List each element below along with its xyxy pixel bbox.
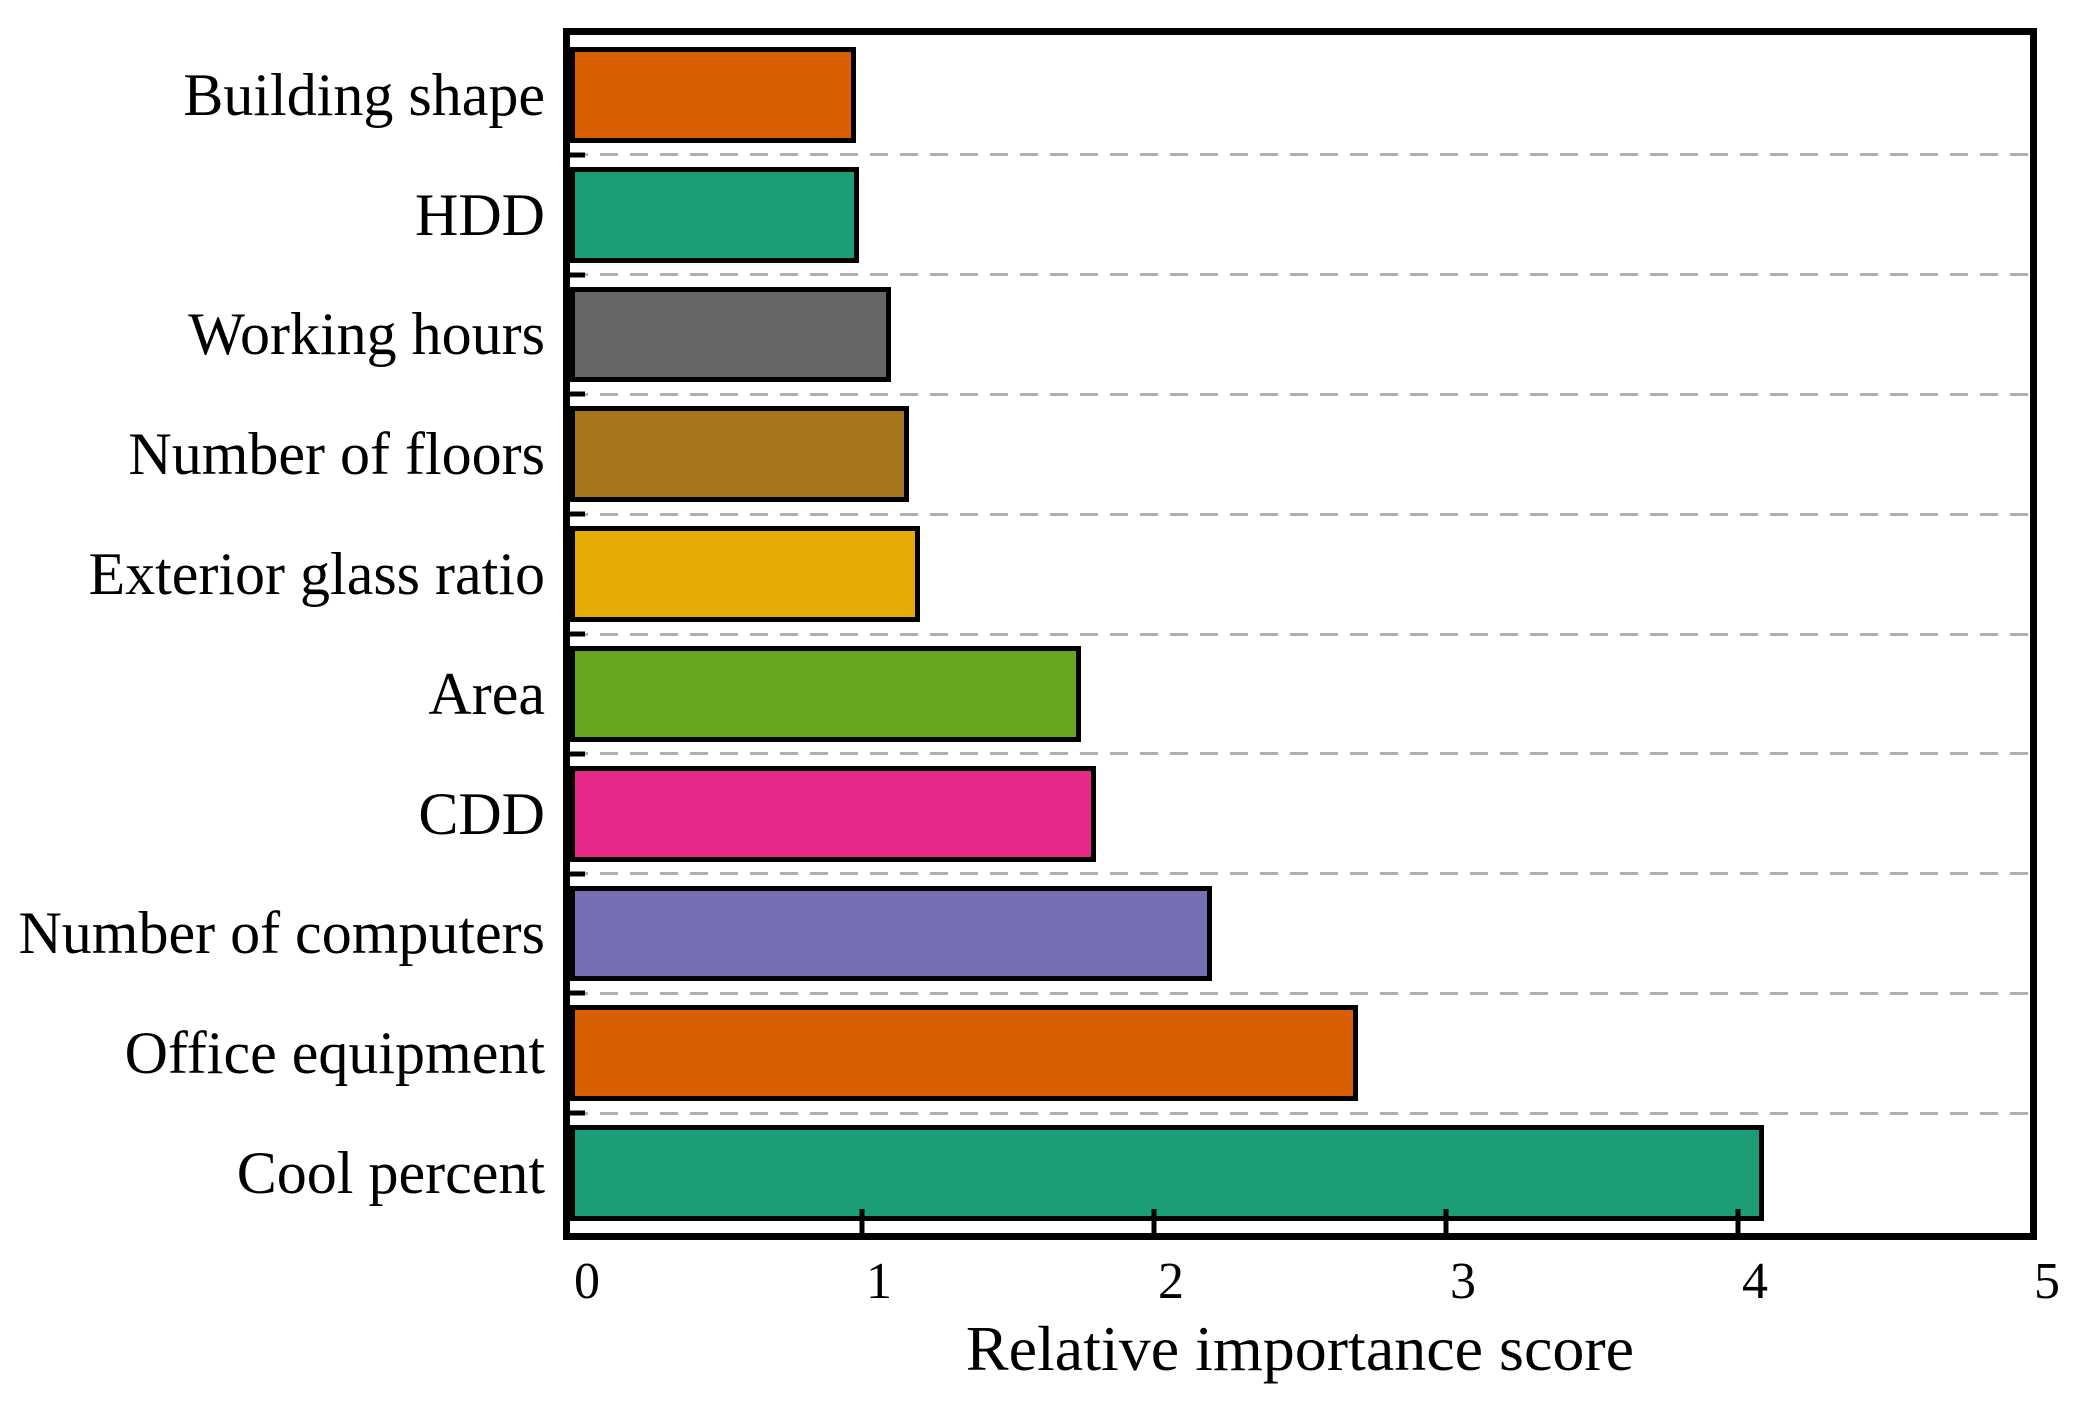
category-label-cdd: CDD xyxy=(418,780,545,847)
band-separator-gridline xyxy=(570,752,2030,756)
y-minor-tick xyxy=(570,152,585,158)
x-major-tick-2 xyxy=(1151,1209,1157,1233)
category-label-exterior-glass-ratio: Exterior glass ratio xyxy=(88,541,545,608)
bar-cool-percent xyxy=(570,1125,1765,1221)
x-major-tick-3 xyxy=(1443,1209,1449,1233)
y-minor-tick xyxy=(570,871,585,877)
category-label-hdd: HDD xyxy=(415,181,545,248)
x-tick-label-0: 0 xyxy=(574,1253,600,1310)
band-separator-gridline xyxy=(570,872,2030,876)
gridlines-layer xyxy=(570,35,2030,1233)
bar-hdd xyxy=(570,166,860,263)
band-separator-gridline xyxy=(570,392,2030,396)
plot-area xyxy=(563,28,2037,1240)
x-tick-label-1: 1 xyxy=(866,1253,892,1310)
y-axis-category-labels: Building shape HDD Working hours Number of … xyxy=(0,35,545,1233)
y-minor-tick xyxy=(570,631,585,637)
x-axis-major-ticks xyxy=(570,35,2030,1233)
y-minor-tick xyxy=(570,391,585,397)
bar-building-shape xyxy=(570,46,857,143)
bar-working-hours xyxy=(570,286,892,383)
bar-office-equipment xyxy=(570,1005,1359,1102)
y-minor-tick xyxy=(570,1110,585,1116)
bar-cdd xyxy=(570,765,1096,862)
band-separator-gridline xyxy=(570,153,2030,157)
category-label-number-of-computers: Number of computers xyxy=(18,900,545,967)
category-label-office-equipment: Office equipment xyxy=(124,1020,545,1087)
x-tick-label-3: 3 xyxy=(1450,1253,1476,1310)
x-major-tick-4 xyxy=(1735,1209,1741,1233)
band-separator-gridline xyxy=(570,1111,2030,1115)
x-tick-label-5: 5 xyxy=(2034,1253,2060,1310)
x-axis-tick-labels: 0 1 2 3 4 5 xyxy=(574,1253,2060,1318)
bar-area xyxy=(570,645,1081,742)
y-minor-tick xyxy=(570,272,585,278)
bar-exterior-glass-ratio xyxy=(570,526,921,622)
y-minor-tick xyxy=(570,751,585,757)
band-separator-gridline xyxy=(570,991,2030,995)
band-separator-gridline xyxy=(570,273,2030,277)
category-label-number-of-floors: Number of floors xyxy=(128,421,545,488)
y-axis-minor-ticks xyxy=(570,35,2030,1233)
x-axis-title: Relative importance score xyxy=(965,1313,1635,1384)
category-label-building-shape: Building shape xyxy=(183,61,545,128)
band-separator-gridline xyxy=(570,512,2030,516)
y-minor-tick xyxy=(570,511,585,517)
bar-number-of-floors xyxy=(570,406,909,503)
x-tick-label-2: 2 xyxy=(1158,1253,1184,1310)
band-separator-gridline xyxy=(570,632,2030,636)
x-major-tick-1 xyxy=(859,1209,865,1233)
bar-number-of-computers xyxy=(570,885,1213,982)
y-minor-tick xyxy=(570,990,585,996)
bars-layer xyxy=(570,35,2030,1233)
category-label-area: Area xyxy=(428,660,545,727)
category-label-cool-percent: Cool percent xyxy=(236,1140,545,1207)
x-tick-label-4: 4 xyxy=(1742,1253,1768,1310)
category-label-working-hours: Working hours xyxy=(188,301,545,368)
